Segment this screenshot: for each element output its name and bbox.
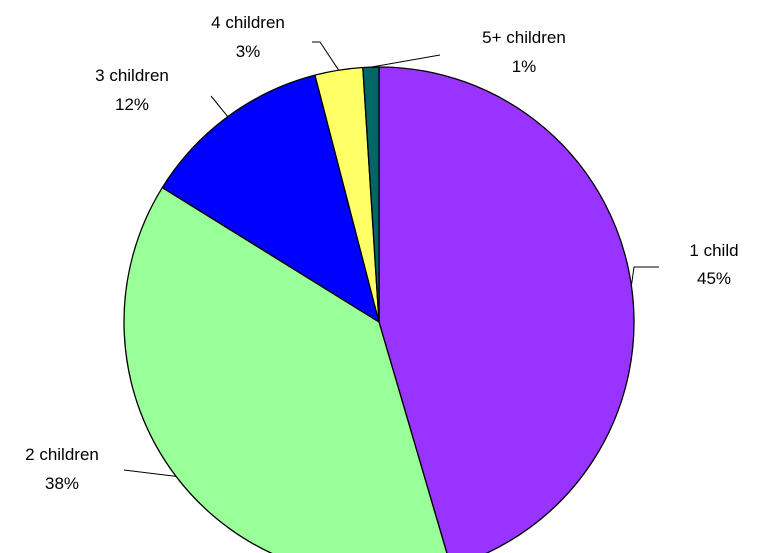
leader-lines (123, 41, 659, 477)
leader-line-4-children (312, 41, 340, 71)
label-1-child-percent: 45% (697, 269, 731, 288)
label-2-children-percent: 38% (45, 474, 79, 493)
pie-slices (123, 66, 635, 553)
label-2-children: 2 children 38% (25, 445, 99, 493)
leader-line-1-child (630, 266, 659, 286)
leader-line-3-children (210, 95, 229, 118)
pie-slice-1-child (378, 66, 635, 553)
label-3-children-percent: 12% (115, 95, 149, 114)
label-3-children: 3 children 12% (95, 66, 169, 114)
label-5-plus-children-percent: 1% (512, 57, 537, 76)
label-5-plus-children: 5+ children 1% (482, 28, 566, 76)
label-4-children-name: 4 children (211, 13, 285, 32)
label-4-children: 4 children 3% (211, 13, 285, 61)
pie-slice-3-children (161, 74, 380, 323)
label-1-child-name: 1 child (689, 241, 738, 260)
label-3-children-name: 3 children (95, 66, 169, 85)
label-4-children-percent: 3% (236, 42, 261, 61)
pie-slice-2-children (123, 186, 448, 553)
data-labels: 1 child 45% 2 children 38% 3 children 12… (25, 13, 738, 493)
label-1-child: 1 child 45% (689, 241, 738, 288)
leader-line-5-plus-children (370, 54, 441, 68)
label-5-plus-children-name: 5+ children (482, 28, 566, 47)
leader-line-2-children (123, 469, 177, 477)
label-2-children-name: 2 children (25, 445, 99, 464)
